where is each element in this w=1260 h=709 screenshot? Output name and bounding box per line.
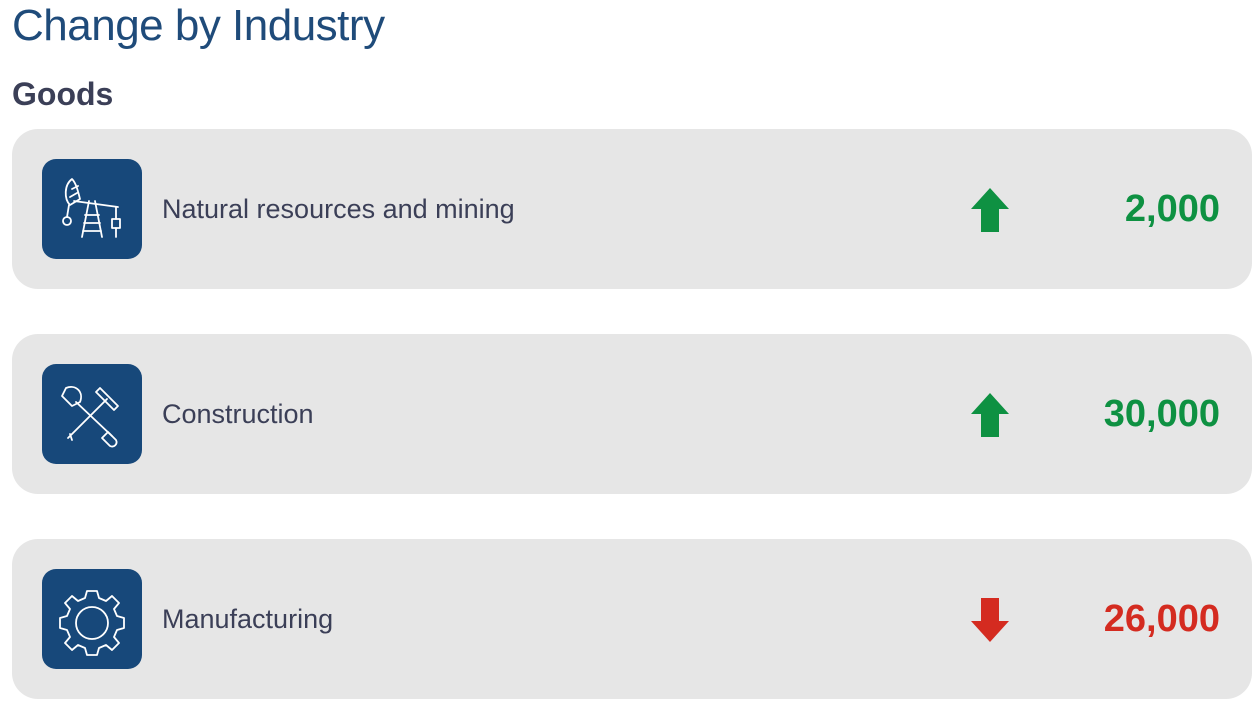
change-value: 30,000 bbox=[1103, 393, 1220, 435]
industry-card-construction: Construction 30,000 bbox=[12, 334, 1252, 494]
change-value: 2,000 bbox=[1124, 188, 1220, 230]
industry-card-natural-resources: Natural resources and mining 2,000 bbox=[12, 129, 1252, 289]
industry-card-manufacturing: Manufacturing 26,000 bbox=[12, 539, 1252, 699]
arrow-up-icon bbox=[970, 187, 1010, 233]
page-title: Change by Industry bbox=[12, 1, 385, 50]
industry-label: Manufacturing bbox=[162, 604, 334, 634]
arrow-up-icon bbox=[970, 392, 1010, 438]
arrow-down-icon bbox=[970, 597, 1010, 643]
shovel-pickaxe-icon bbox=[42, 364, 142, 464]
change-value: 26,000 bbox=[1103, 598, 1220, 640]
section-heading: Goods bbox=[12, 76, 114, 112]
oil-pump-icon bbox=[42, 159, 142, 259]
industry-label: Construction bbox=[162, 399, 314, 429]
industry-label: Natural resources and mining bbox=[162, 194, 515, 224]
gear-icon bbox=[42, 569, 142, 669]
